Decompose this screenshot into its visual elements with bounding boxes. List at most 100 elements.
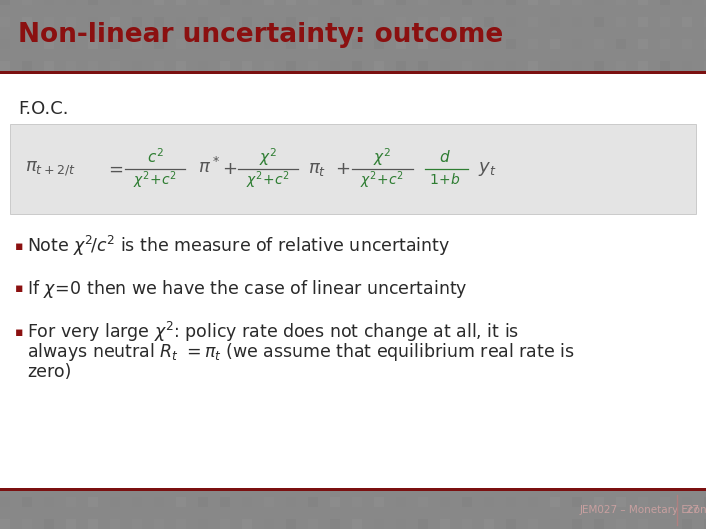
Bar [616, 0, 626, 5]
Bar [132, 17, 142, 27]
Bar [352, 61, 362, 71]
Bar [308, 17, 318, 27]
Bar [418, 17, 428, 27]
Bar [418, 519, 428, 529]
Bar [682, 39, 692, 49]
Bar [572, 519, 582, 529]
Bar [484, 519, 494, 529]
Bar [682, 519, 692, 529]
Bar [154, 61, 164, 71]
Bar [88, 61, 98, 71]
Bar [660, 17, 670, 27]
Bar [440, 519, 450, 529]
Bar [374, 61, 384, 71]
Bar [308, 61, 318, 71]
Bar [572, 17, 582, 27]
Text: $1\!+\!b$: $1\!+\!b$ [429, 172, 461, 187]
Bar [198, 497, 208, 507]
Text: $+$: $+$ [222, 160, 237, 178]
Bar [462, 17, 472, 27]
Text: ▪: ▪ [15, 325, 23, 339]
Bar [462, 39, 472, 49]
Bar [264, 61, 274, 71]
Text: For very large $\chi^2$: policy rate does not change at all, it is: For very large $\chi^2$: policy rate doe… [27, 320, 519, 344]
Bar [66, 497, 76, 507]
Bar [66, 61, 76, 71]
Bar [638, 497, 648, 507]
Bar [616, 519, 626, 529]
Bar [550, 0, 560, 5]
Bar [484, 497, 494, 507]
Bar [660, 497, 670, 507]
Bar [506, 17, 516, 27]
Text: $\chi^2$: $\chi^2$ [373, 146, 391, 168]
Text: 27: 27 [685, 505, 699, 515]
Bar [418, 61, 428, 71]
Bar [110, 39, 120, 49]
Text: ▪: ▪ [15, 240, 23, 252]
Bar [286, 61, 296, 71]
Bar [550, 39, 560, 49]
Bar [594, 0, 604, 5]
Bar [528, 17, 538, 27]
Bar [462, 497, 472, 507]
Bar [484, 61, 494, 71]
Bar [704, 497, 706, 507]
Bar [22, 61, 32, 71]
Bar [660, 0, 670, 5]
Bar [264, 0, 274, 5]
Bar [220, 519, 230, 529]
Bar [594, 519, 604, 529]
Bar [374, 497, 384, 507]
Bar [374, 519, 384, 529]
Bar [286, 17, 296, 27]
Text: $\chi^2\!+\!c^2$: $\chi^2\!+\!c^2$ [133, 169, 177, 191]
Bar [550, 497, 560, 507]
Bar [638, 0, 648, 5]
Bar [22, 0, 32, 5]
Bar [88, 519, 98, 529]
Bar [0, 61, 10, 71]
Bar [704, 39, 706, 49]
Bar [484, 0, 494, 5]
Bar [594, 39, 604, 49]
Bar [176, 519, 186, 529]
Bar [286, 497, 296, 507]
Bar [528, 39, 538, 49]
Bar [682, 0, 692, 5]
Bar [0, 71, 706, 74]
Bar [110, 17, 120, 27]
Bar [220, 39, 230, 49]
Bar [418, 0, 428, 5]
Text: ▪: ▪ [15, 282, 23, 296]
Bar [374, 17, 384, 27]
Bar [66, 519, 76, 529]
Bar [704, 61, 706, 71]
Bar [154, 497, 164, 507]
Bar [88, 497, 98, 507]
Bar [308, 39, 318, 49]
Bar [506, 39, 516, 49]
Text: zero): zero) [27, 363, 71, 381]
Bar [440, 61, 450, 71]
Bar [660, 61, 670, 71]
Bar [660, 39, 670, 49]
Bar [154, 519, 164, 529]
Bar [10, 124, 696, 214]
Text: $\chi^2\!+\!c^2$: $\chi^2\!+\!c^2$ [360, 169, 404, 191]
Bar [0, 519, 10, 529]
Bar [308, 497, 318, 507]
Bar [396, 519, 406, 529]
Bar [506, 497, 516, 507]
Bar [44, 519, 54, 529]
Text: $\chi^2$: $\chi^2$ [259, 146, 277, 168]
Bar [110, 0, 120, 5]
Bar [572, 39, 582, 49]
Bar [44, 39, 54, 49]
Text: F.O.C.: F.O.C. [18, 100, 68, 118]
Bar [528, 497, 538, 507]
Bar [572, 497, 582, 507]
Bar [594, 17, 604, 27]
Bar [0, 0, 706, 71]
Bar [396, 39, 406, 49]
